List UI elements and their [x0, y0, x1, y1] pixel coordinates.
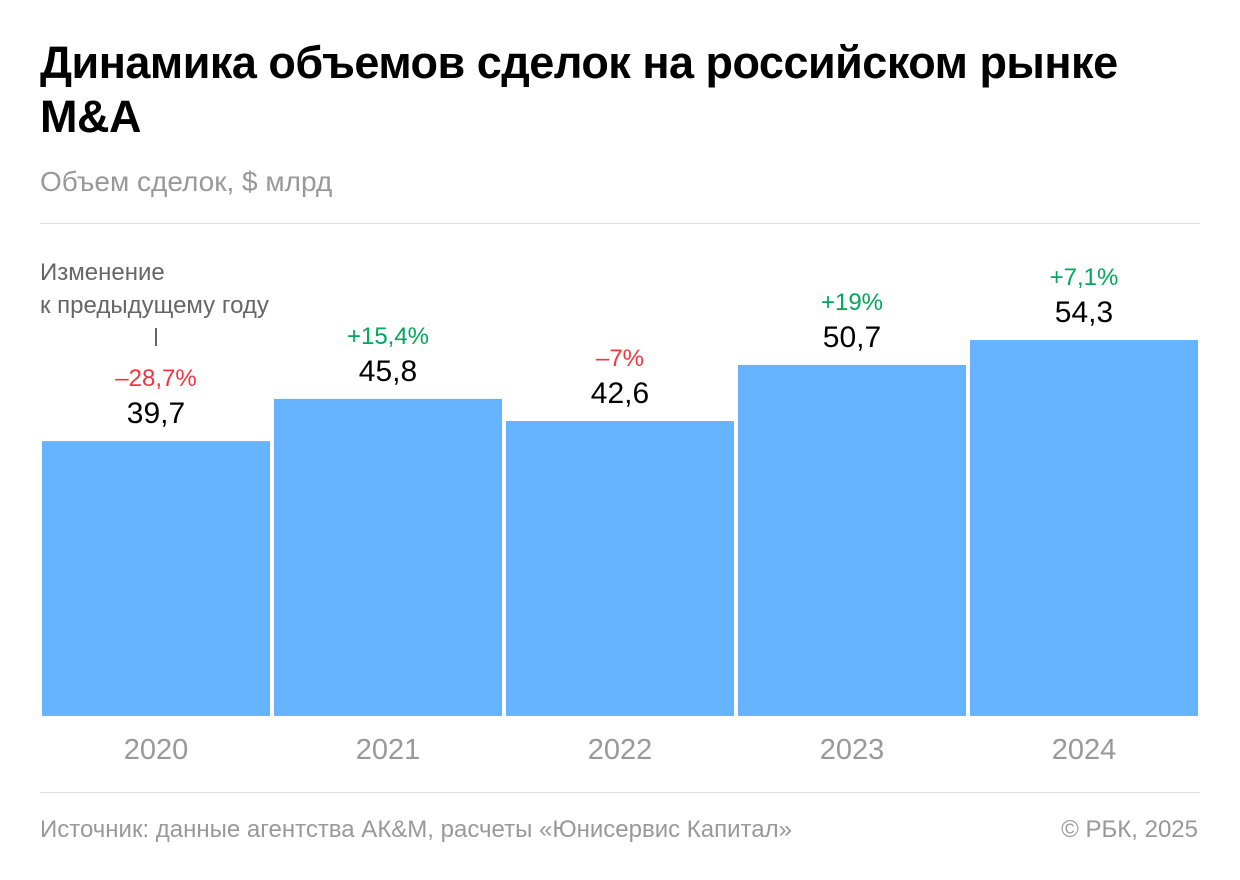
annotation-line-2: к предыдущему году: [40, 292, 269, 319]
x-tick-label: 2020: [124, 734, 189, 766]
change-label: –28,7%: [115, 365, 196, 392]
bar-2022: [506, 421, 734, 716]
change-label: –7%: [596, 345, 644, 372]
bar-2024: [970, 340, 1198, 716]
value-label: 54,3: [1055, 296, 1113, 329]
change-label: +15,4%: [347, 323, 429, 350]
change-annotation: Изменение к предыдущему году: [40, 256, 269, 322]
bar-2023: [738, 364, 966, 716]
value-label: 50,7: [823, 321, 881, 354]
change-label: +19%: [821, 289, 883, 316]
change-label: +7,1%: [1050, 264, 1119, 291]
bar-2020: [42, 441, 270, 716]
value-label: 45,8: [359, 355, 417, 388]
x-tick-label: 2023: [820, 734, 885, 766]
bottom-divider: [40, 792, 1200, 793]
annotation-line-1: Изменение: [40, 259, 165, 286]
x-tick-label: 2021: [356, 734, 421, 766]
x-tick-label: 2024: [1052, 734, 1117, 766]
copyright: © РБК, 2025: [1061, 816, 1198, 843]
bar-2021: [274, 398, 502, 716]
value-label: 39,7: [127, 397, 185, 430]
value-label: 42,6: [591, 377, 649, 410]
chart-subtitle: Объем сделок, $ млрд: [40, 166, 333, 197]
top-divider: [40, 223, 1200, 224]
chart-title: Динамика объемов сделок на российском ры…: [40, 37, 1118, 142]
source-note: Источник: данные агентства АК&M, расчеты…: [40, 816, 792, 843]
x-tick-label: 2022: [588, 734, 653, 766]
annotation-pointer: [155, 328, 157, 346]
